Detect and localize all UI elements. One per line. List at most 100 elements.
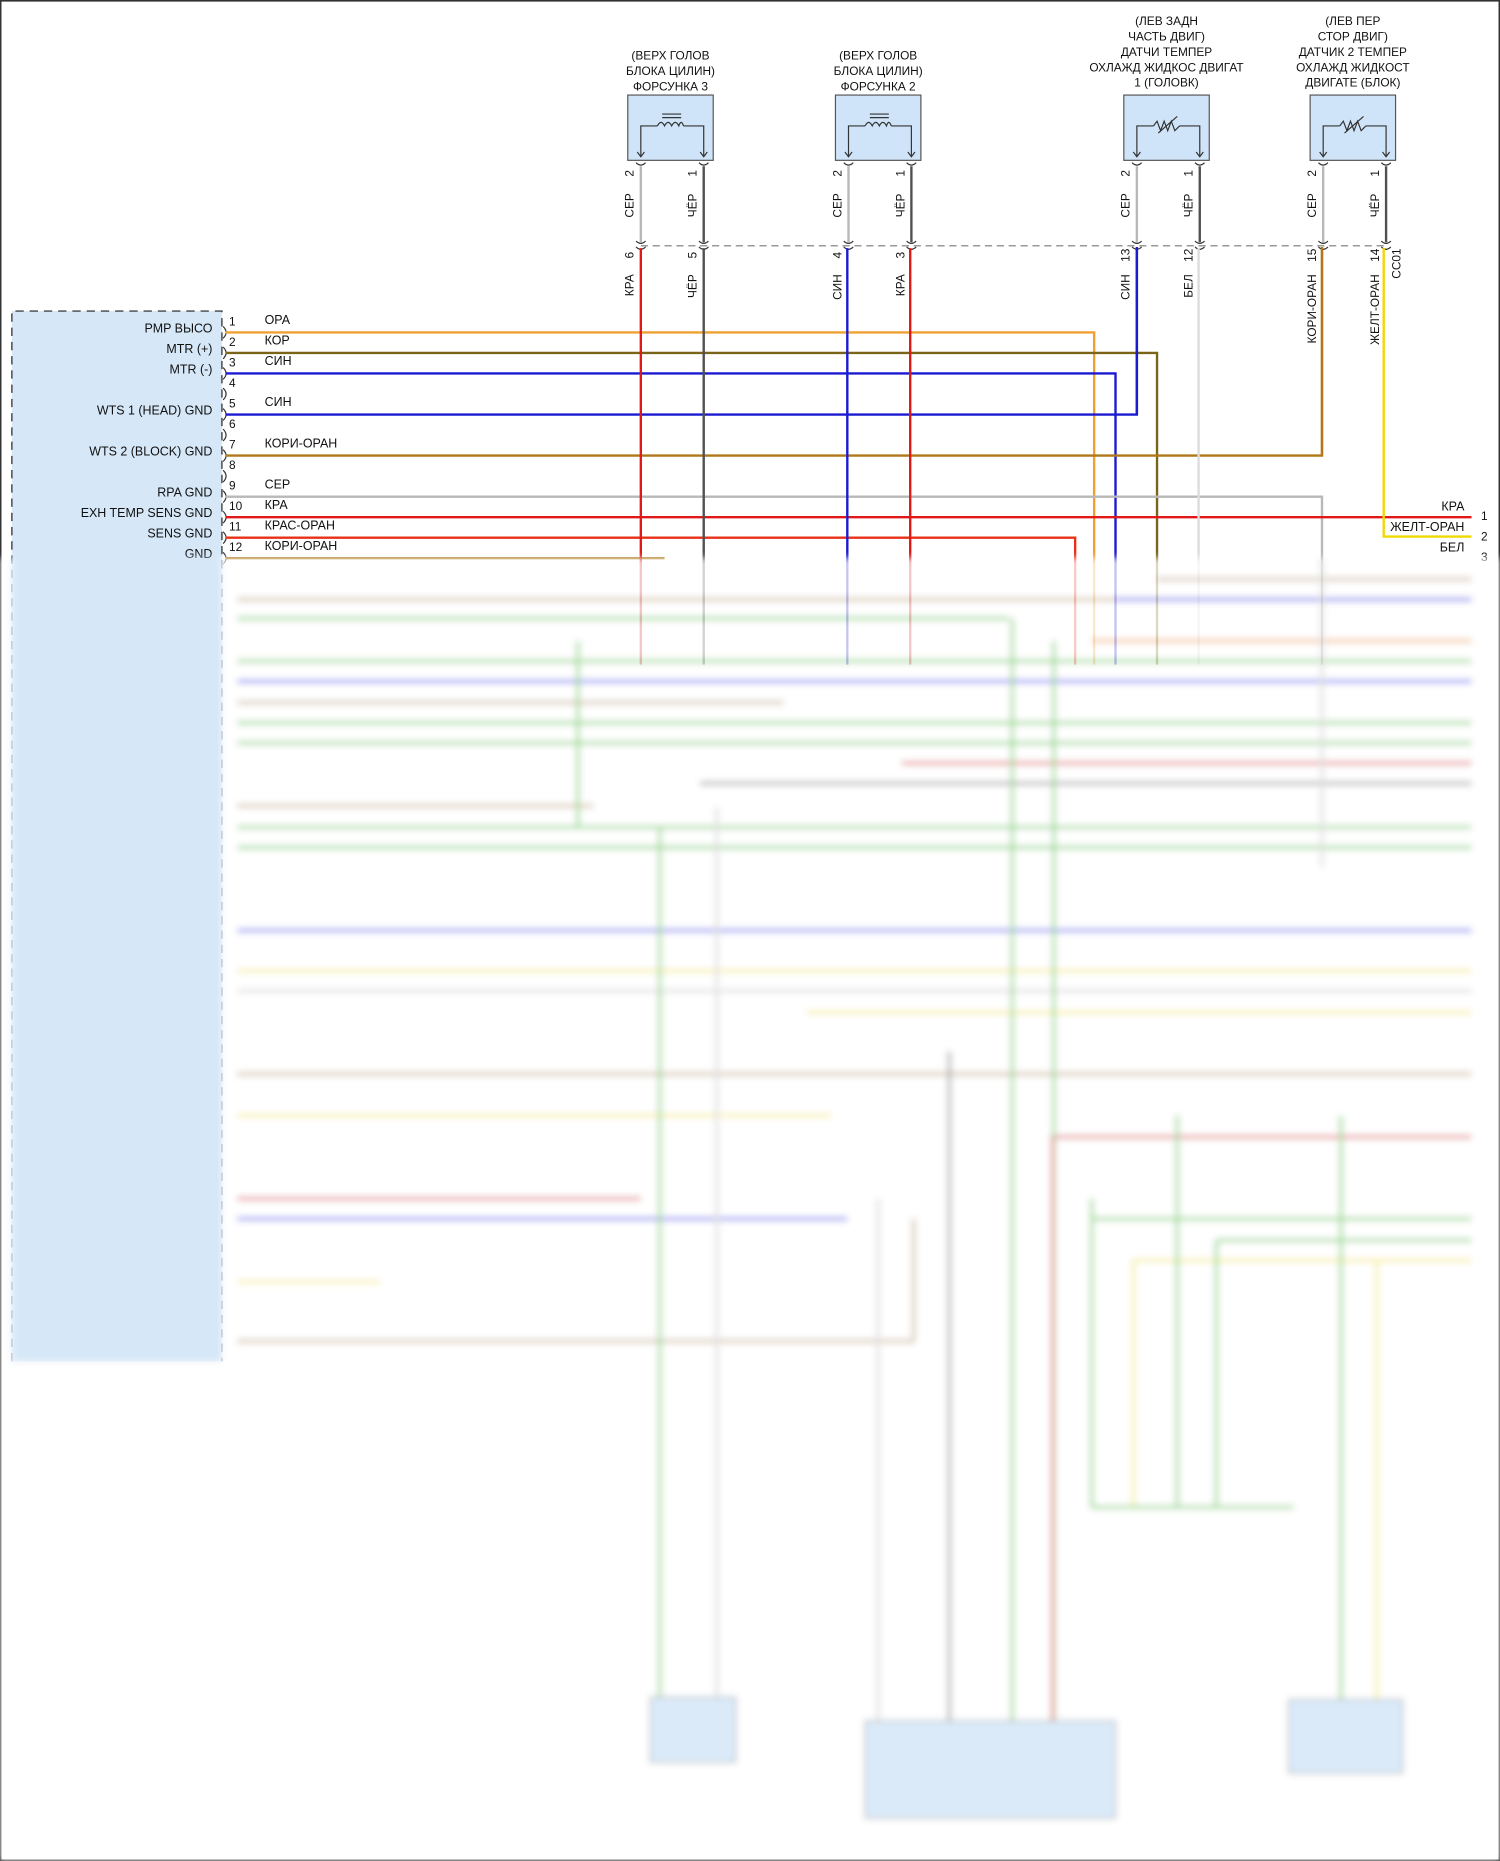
ecm-pin-8: 8 (222, 458, 236, 483)
wire-color-label: ЧЁР (1368, 193, 1382, 217)
component-title: ДАТЧИК 2 ТЕМПЕР (1299, 45, 1407, 59)
component-body (834, 94, 922, 161)
pin-signal-name: SENS GND (147, 527, 212, 541)
pin-terminal-icon (222, 469, 227, 483)
wire-color-label: СЕР (830, 193, 844, 217)
wire-color-label: СЕР (1119, 193, 1133, 217)
pin-signal-name: EXH TEMP SENS GND (81, 506, 213, 520)
internal-circuit (847, 125, 912, 156)
pin-signal-name: MTR (-) (170, 362, 213, 376)
component-2: (ВЕРХ ГОЛОВ БЛОКА ЦИЛИН)ФОРСУНКА 2 (834, 48, 923, 250)
pin-signal-name: WTS 1 (HEAD) GND (97, 404, 213, 418)
wire-color-label: КРА (265, 498, 289, 512)
pin-number: 2 (229, 335, 236, 349)
component-1: (ВЕРХ ГОЛОВ БЛОКА ЦИЛИН)ФОРСУНКА 3 (626, 48, 715, 250)
arrow-icon (1382, 151, 1391, 158)
terminal-icon (1380, 162, 1392, 250)
pin-number: 1 (686, 170, 700, 177)
component-title: (ВЕРХ ГОЛОВ (839, 48, 917, 62)
wire-color-label: ЧЁР (686, 274, 700, 298)
internal-circuit (640, 125, 705, 156)
ecm-pin-1: 1 PMP ВЫСО ОРА (144, 313, 1096, 665)
ecm-pin-4: 4 (222, 376, 236, 401)
arrow-icon (1319, 151, 1328, 158)
right-wire-label: ЖЕЛТ-ОРАН (1390, 520, 1464, 534)
component-title: (ВЕРХ ГОЛОВ (631, 48, 709, 62)
wire-color-label: ЖЕЛТ-ОРАН (1368, 274, 1382, 345)
arrow-icon (636, 151, 645, 158)
coil-icon (656, 121, 685, 128)
component-title: 1 (ГОЛОВК) (1134, 76, 1199, 90)
pin-terminal-icon (222, 428, 227, 442)
internal-circuit (1136, 125, 1201, 156)
wire-color-label: ОРА (265, 313, 291, 327)
wire-1 (225, 331, 1096, 665)
pin-number: 4 (229, 376, 236, 390)
pin-number: 2 (830, 170, 844, 177)
component-title: ЧАСТЬ ДВИГ) (1128, 29, 1205, 43)
cc01-pin-number: 3 (893, 252, 907, 259)
pin-number: 1 (229, 314, 236, 328)
arrow-icon (907, 151, 916, 158)
coil-icon (864, 121, 892, 128)
pin-number: 1 (893, 170, 907, 177)
pin-signal-name: WTS 2 (BLOCK) GND (89, 445, 212, 459)
pin-number: 6 (229, 417, 236, 431)
pin-number: 8 (229, 458, 236, 472)
wire-color-label: КОРИ-ОРАН (265, 539, 338, 553)
right-pin-number: 2 (1481, 529, 1488, 543)
right-wire-label: БЕЛ (1440, 540, 1465, 554)
wire-color-label: СЕР (265, 477, 291, 491)
pin-number: 5 (229, 396, 236, 410)
arrow-icon (699, 151, 708, 158)
component-title: ФОРСУНКА 3 (633, 79, 708, 93)
component-title: СТОР ДВИГ) (1318, 29, 1388, 43)
cc01-pin-number: 4 (830, 252, 844, 259)
arrow-icon (1195, 151, 1204, 158)
pin-number: 12 (229, 540, 242, 554)
cc01-label: CC01 (1389, 248, 1403, 279)
ecm-pin-6: 6 (222, 417, 236, 442)
wire-color-label: КОР (265, 334, 290, 348)
wire-color-label: ЧЁР (1182, 193, 1196, 217)
pin-number: 9 (229, 479, 236, 493)
right-wire-label: КРА (1441, 499, 1465, 513)
wire-color-label: КРА (623, 274, 637, 296)
wire-color-label: КРА (893, 274, 907, 296)
pin-number: 7 (229, 437, 236, 451)
wire-color-label: СИН (265, 354, 292, 368)
cc01-pin-number: 14 (1368, 248, 1382, 262)
terminal-icon (1194, 162, 1205, 250)
cc01-pin-number: 6 (623, 252, 637, 259)
pin-terminal-icon (222, 387, 227, 401)
component-body (627, 94, 714, 161)
arrow-icon (844, 151, 853, 158)
wire-cc01-14 (1382, 248, 1472, 538)
pin-number: 2 (1119, 170, 1133, 177)
wire-color-label: КРАС-ОРАН (265, 518, 335, 532)
cc01-pin-number: 12 (1182, 249, 1196, 262)
component-title: ОХЛАЖД ЖИДКОСТ (1296, 60, 1410, 74)
component-title: БЛОКА ЦИЛИН) (626, 64, 715, 78)
component-title: ОХЛАЖД ЖИДКОС ДВИГАТ (1089, 60, 1243, 74)
wire-color-label: СИН (830, 274, 844, 300)
cc01-pin-number: 5 (686, 252, 700, 259)
pin-number: 1 (1368, 170, 1382, 177)
pin-number: 2 (623, 170, 637, 177)
pin-number: 10 (229, 499, 243, 513)
component-title: ДВИГАТЕ (БЛОК) (1305, 76, 1400, 90)
right-pin-number: 3 (1481, 550, 1488, 564)
wire-color-label: БЕЛ (1182, 274, 1196, 297)
cc01-pin-number: 13 (1119, 248, 1133, 262)
arrow-icon (1132, 151, 1141, 158)
thermistor-arrow-icon (1157, 115, 1178, 134)
component-title: ДАТЧИ ТЕМПЕР (1121, 45, 1212, 59)
pin-number: 11 (229, 520, 242, 534)
component-title: (ЛЕВ ЗАДН (1135, 14, 1198, 28)
pin-signal-name: MTR (+) (166, 342, 212, 356)
internal-circuit (1322, 125, 1387, 156)
component-title: БЛОКА ЦИЛИН) (834, 64, 923, 78)
wire-color-label: СИН (1119, 274, 1133, 300)
